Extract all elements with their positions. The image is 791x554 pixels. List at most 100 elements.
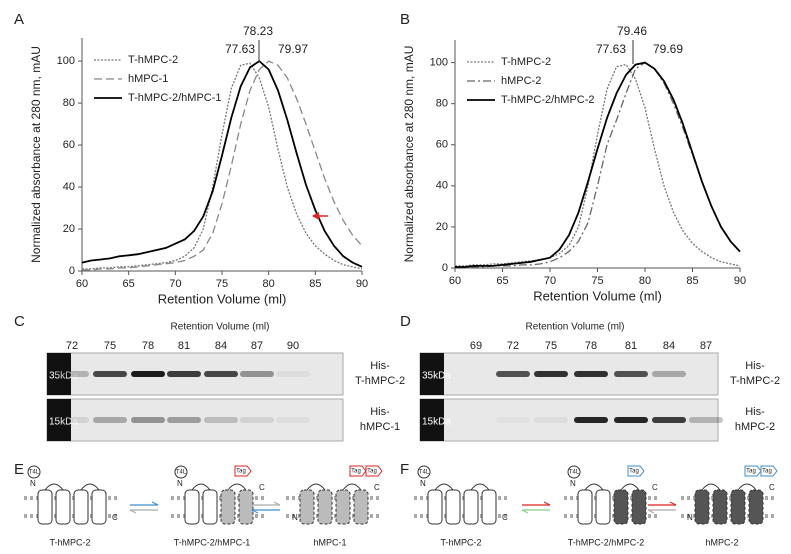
helix — [55, 489, 71, 525]
y-tick-label: 40 — [63, 181, 75, 193]
n-term: N — [30, 479, 36, 488]
lane-label: 69 — [470, 340, 482, 352]
n-term: N — [570, 479, 576, 488]
panel-label: C — [14, 313, 25, 330]
lane-label: 78 — [142, 340, 154, 352]
x-tick-label: 70 — [169, 278, 181, 290]
x-tick-label: 60 — [449, 275, 461, 287]
gel-band — [459, 371, 493, 377]
t4l-label: T4L — [176, 470, 187, 476]
panel-label: E — [14, 461, 24, 478]
t4l — [417, 465, 431, 479]
helix — [37, 489, 53, 525]
gel-band — [204, 371, 238, 377]
y-axis-label: Normalized absorbance at 280 nm, mAU — [402, 46, 416, 263]
loop — [191, 483, 247, 491]
lane-label: 90 — [287, 340, 299, 352]
helix — [184, 489, 200, 525]
y-tick-label: 80 — [63, 97, 75, 109]
peak-annotation: 79.69 — [653, 42, 683, 56]
helix — [220, 489, 236, 525]
helix — [445, 489, 461, 525]
loop — [306, 483, 362, 491]
helix — [613, 489, 629, 525]
peak-annotation: 77.63 — [596, 42, 626, 56]
t4l-label: T4L — [29, 470, 40, 476]
protein-label: hMPC-1 — [360, 421, 400, 433]
gel-band — [276, 417, 310, 423]
peak-annotation: 79.46 — [617, 24, 647, 38]
helix — [427, 489, 443, 525]
gel-band — [689, 417, 723, 423]
x-tick-label: 70 — [544, 275, 556, 287]
lane-label: 72 — [66, 340, 78, 352]
marker-label: 15kDa — [422, 417, 451, 428]
panel-label: B — [400, 11, 410, 28]
tag — [349, 465, 367, 477]
gel-band — [167, 417, 201, 423]
panel-label: D — [400, 313, 411, 330]
t4l-label: T4L — [569, 470, 580, 476]
series-line — [82, 60, 363, 271]
gel-band — [55, 417, 89, 423]
legend-label: hMPC-2 — [501, 75, 541, 87]
gel-band — [574, 371, 608, 377]
eq-head — [273, 501, 281, 506]
loop — [44, 483, 100, 491]
lane-label: 78 — [585, 340, 597, 352]
c-term: C — [259, 483, 265, 492]
series-line — [81, 59, 363, 268]
eq-head — [543, 501, 551, 506]
x-tick-label: 80 — [639, 275, 651, 287]
gel-band — [167, 371, 201, 377]
x-tick-label: 85 — [686, 275, 698, 287]
helix — [577, 489, 593, 525]
y-tick-label: 100 — [57, 55, 75, 67]
y-tick-label: 40 — [436, 180, 448, 192]
helix — [91, 489, 107, 525]
lane-label: 87 — [700, 340, 712, 352]
x-tick-label: 65 — [496, 275, 508, 287]
legend-label: T-hMPC-2 — [501, 56, 551, 68]
helix — [712, 489, 728, 525]
lane-label: 84 — [663, 340, 675, 352]
marker-lane — [47, 353, 71, 395]
protein-label: T-hMPC-2 — [730, 375, 780, 387]
loop — [584, 483, 640, 491]
gel-band — [652, 371, 686, 377]
legend-label: T-hMPC-2/hMPC-1 — [128, 92, 222, 104]
protein-label: T-hMPC-2 — [355, 375, 405, 387]
tag-label: Tag — [746, 469, 756, 475]
x-tick-label: 90 — [356, 278, 368, 290]
y-tick-label: 60 — [63, 139, 75, 151]
lane-label: 81 — [178, 340, 190, 352]
gel-header: Retention Volume (ml) — [171, 322, 270, 333]
peak-annotation: 77.63 — [225, 42, 255, 56]
x-tick-label: 65 — [123, 278, 135, 290]
legend-label: T-hMPC-2 — [128, 54, 178, 66]
gel-strip — [46, 398, 344, 442]
t4l — [27, 465, 41, 479]
y-tick-label: 0 — [69, 265, 75, 277]
tag-label: Tag — [351, 469, 361, 475]
marker-lane — [47, 399, 71, 441]
x-axis-label: Retention Volume (ml) — [533, 288, 662, 303]
gel-band — [534, 371, 568, 377]
arrow-head — [312, 212, 319, 220]
y-tick-label: 20 — [436, 221, 448, 233]
eq-head — [151, 501, 159, 506]
diagram-label: hMPC-2 — [705, 537, 738, 547]
protein-label: His- — [370, 360, 390, 372]
gel-band — [496, 371, 530, 377]
x-axis-label: Retention Volume (ml) — [158, 291, 287, 306]
lane-label: 72 — [507, 340, 519, 352]
x-tick-label: 75 — [591, 275, 603, 287]
x-tick-label: 90 — [734, 275, 746, 287]
helix — [317, 489, 333, 525]
tag — [760, 465, 778, 477]
protein-label: His- — [370, 406, 390, 418]
helix — [730, 489, 746, 525]
helix — [202, 489, 218, 525]
protein-label: His- — [745, 360, 765, 372]
helix — [748, 489, 764, 525]
